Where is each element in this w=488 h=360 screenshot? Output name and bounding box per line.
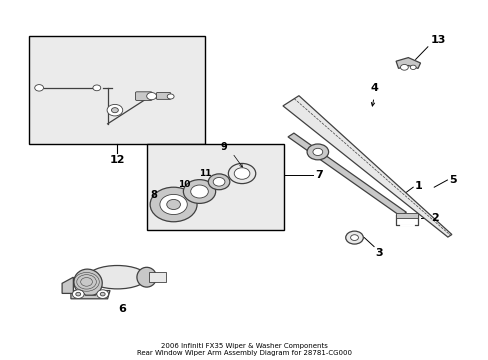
Circle shape	[93, 85, 101, 91]
Circle shape	[76, 292, 81, 296]
Circle shape	[345, 231, 363, 244]
Text: 11: 11	[199, 169, 212, 178]
Circle shape	[150, 187, 197, 222]
Ellipse shape	[88, 266, 146, 289]
Ellipse shape	[137, 267, 156, 287]
Circle shape	[111, 108, 118, 113]
Circle shape	[350, 235, 358, 240]
Text: 9: 9	[220, 142, 227, 152]
Text: 10: 10	[178, 180, 190, 189]
Bar	[29, 36, 205, 144]
Text: 2006 Infiniti FX35 Wiper & Washer Components: 2006 Infiniti FX35 Wiper & Washer Compon…	[161, 343, 327, 349]
Circle shape	[208, 174, 229, 190]
Circle shape	[213, 177, 224, 186]
Bar	[149, 272, 166, 282]
Circle shape	[228, 163, 255, 184]
Bar	[146, 144, 283, 230]
Circle shape	[306, 144, 328, 160]
Text: Rear Window Wiper Arm Assembly Diagram for 28781-CG000: Rear Window Wiper Arm Assembly Diagram f…	[137, 350, 351, 356]
Text: 3: 3	[374, 248, 382, 258]
Polygon shape	[71, 291, 110, 299]
Polygon shape	[283, 96, 451, 237]
Circle shape	[166, 199, 180, 210]
Circle shape	[107, 104, 122, 116]
Text: 4: 4	[369, 83, 377, 93]
Circle shape	[183, 180, 215, 203]
FancyBboxPatch shape	[156, 93, 170, 99]
Ellipse shape	[74, 269, 102, 296]
Circle shape	[312, 148, 322, 156]
Text: 6: 6	[118, 304, 126, 314]
Circle shape	[400, 64, 407, 70]
Circle shape	[35, 85, 43, 91]
Circle shape	[190, 185, 208, 198]
Text: 8: 8	[150, 190, 157, 200]
Text: 7: 7	[315, 170, 323, 180]
FancyBboxPatch shape	[135, 92, 152, 100]
Text: 1: 1	[414, 181, 422, 192]
Text: 12: 12	[109, 155, 125, 165]
Polygon shape	[395, 58, 420, 68]
Bar	[395, 213, 417, 218]
Polygon shape	[287, 133, 406, 216]
Text: 13: 13	[429, 35, 445, 45]
Circle shape	[234, 168, 249, 179]
Circle shape	[160, 194, 187, 215]
Circle shape	[72, 290, 84, 298]
Circle shape	[100, 292, 105, 296]
Circle shape	[146, 93, 156, 100]
Polygon shape	[62, 277, 73, 293]
Circle shape	[97, 290, 108, 298]
Text: 2: 2	[430, 213, 438, 223]
Text: 5: 5	[448, 175, 456, 185]
Circle shape	[167, 94, 174, 99]
Circle shape	[409, 65, 415, 69]
